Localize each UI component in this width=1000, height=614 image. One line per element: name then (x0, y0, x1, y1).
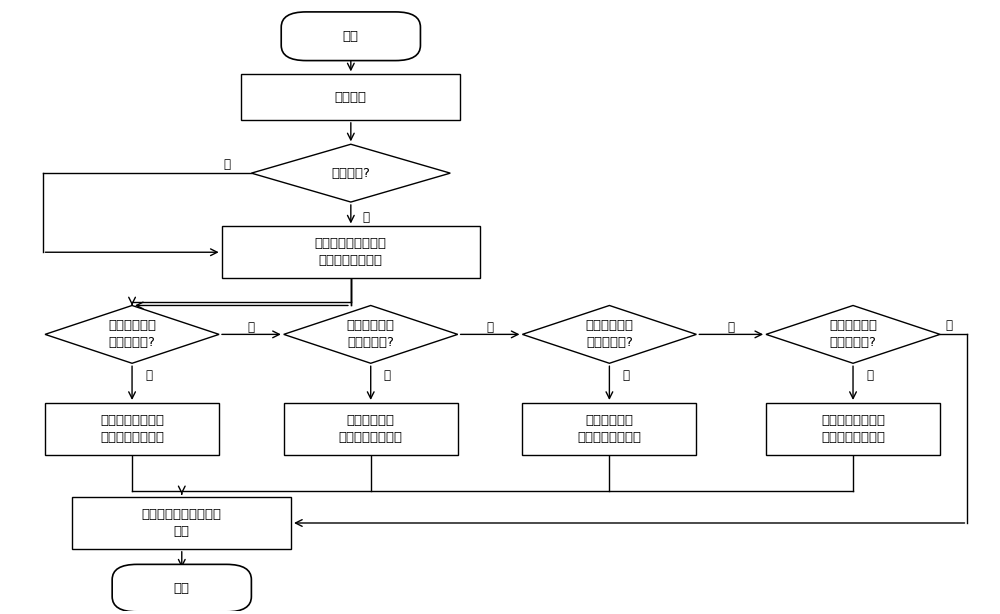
FancyBboxPatch shape (281, 12, 420, 61)
Text: 读取图元: 读取图元 (335, 91, 367, 104)
Bar (284, 403, 458, 454)
Text: 是: 是 (866, 369, 873, 382)
Text: 图元起点与路
径起点重合?: 图元起点与路 径起点重合? (108, 319, 156, 349)
Text: 图元终点与路
径起点重合?: 图元终点与路 径起点重合? (347, 319, 395, 349)
Polygon shape (45, 306, 219, 363)
Bar (766, 403, 940, 454)
Bar (222, 227, 480, 278)
Text: 图元起点与路
径终点重合?: 图元起点与路 径终点重合? (585, 319, 633, 349)
Text: 否: 否 (248, 321, 255, 333)
Text: 是: 是 (145, 369, 152, 382)
Text: 倒置待插入的图元
向路径的尾部插入: 倒置待插入的图元 向路径的尾部插入 (821, 414, 885, 444)
Polygon shape (284, 306, 458, 363)
Polygon shape (251, 144, 450, 202)
Text: 是: 是 (384, 369, 391, 382)
Bar (45, 403, 219, 454)
Text: 是: 是 (223, 158, 230, 171)
Text: 待插入的图元
向路径的尾部插入: 待插入的图元 向路径的尾部插入 (577, 414, 641, 444)
Bar (522, 403, 696, 454)
Polygon shape (766, 306, 940, 363)
Text: 否: 否 (487, 321, 494, 333)
Text: 结束: 结束 (174, 581, 190, 594)
Text: 生成一条链式激光切割
路径: 生成一条链式激光切割 路径 (142, 508, 222, 538)
Text: 倒置待插入的图元
向路径的前部插入: 倒置待插入的图元 向路径的前部插入 (100, 414, 164, 444)
Text: 否: 否 (945, 319, 952, 332)
Text: 查找与当前切割路径
起终点重合的图元: 查找与当前切割路径 起终点重合的图元 (315, 237, 387, 267)
Text: 是: 是 (622, 369, 629, 382)
Text: 封闭图元?: 封闭图元? (331, 166, 370, 180)
Text: 否: 否 (363, 211, 370, 223)
Text: 否: 否 (728, 321, 735, 333)
Text: 图元终点与路
径终点重合?: 图元终点与路 径终点重合? (829, 319, 877, 349)
Text: 待插入的图元
向路径的前部插入: 待插入的图元 向路径的前部插入 (339, 414, 403, 444)
Bar (72, 497, 291, 549)
FancyBboxPatch shape (112, 564, 251, 612)
Polygon shape (522, 306, 696, 363)
Bar (241, 74, 460, 120)
Text: 开始: 开始 (343, 29, 359, 43)
